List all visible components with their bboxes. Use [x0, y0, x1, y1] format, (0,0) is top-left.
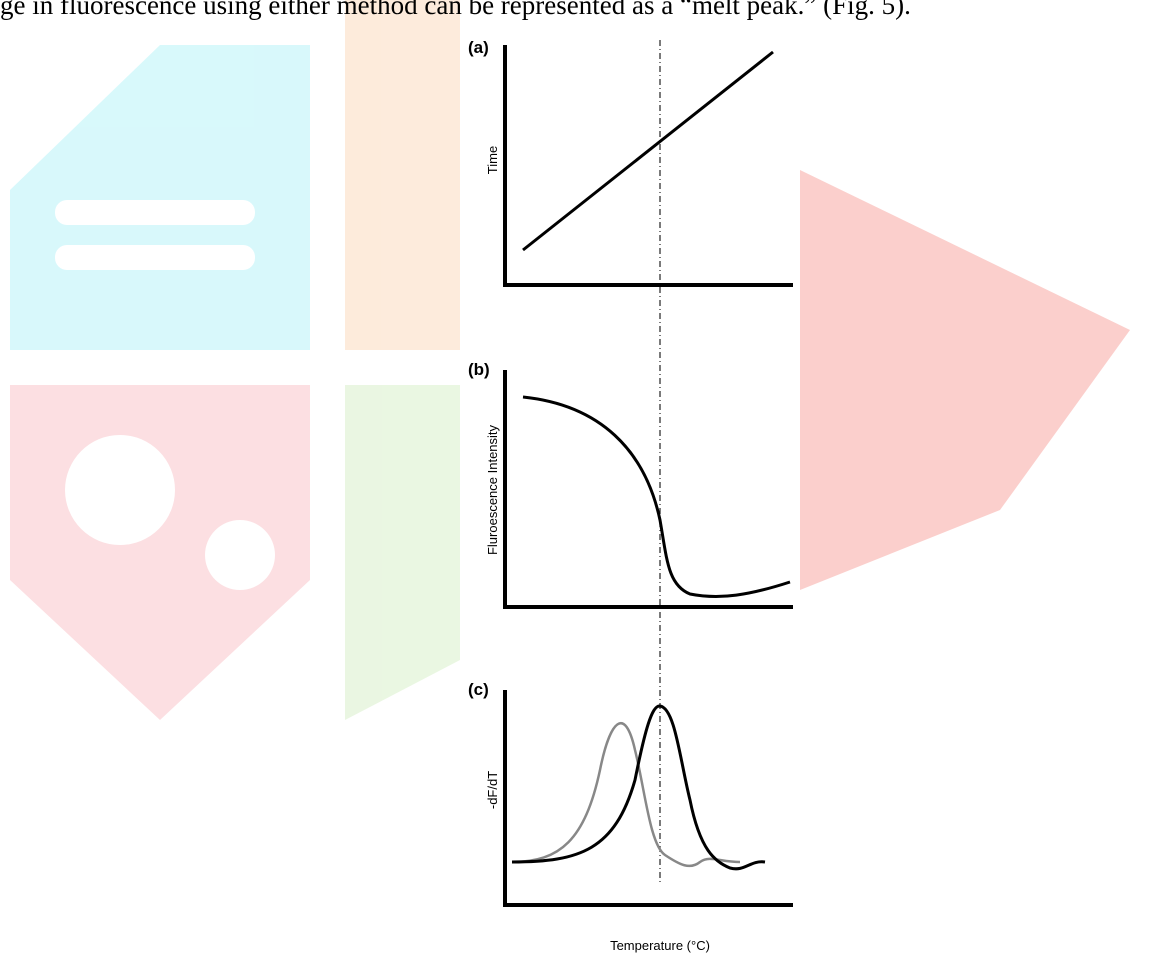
watermark-logo	[10, 0, 1130, 720]
y-axis-label: Fluroescence Intensity	[485, 424, 500, 555]
watermark-shape	[345, 385, 460, 720]
y-axis-label: Time	[485, 146, 500, 174]
panel-a-axes	[505, 45, 793, 285]
axes	[505, 45, 793, 905]
time-line	[523, 52, 773, 250]
watermark-shape	[800, 170, 1130, 590]
watermark-shape	[10, 45, 310, 350]
panel-label: (b)	[468, 360, 490, 379]
page: ge in fluorescence using either method c…	[0, 0, 1171, 970]
melt-peak-black	[512, 706, 765, 869]
x-axis-label: Temperature (°C)	[610, 938, 710, 953]
y-axis-label: -dF/dT	[485, 771, 500, 809]
panel-label: (a)	[468, 38, 489, 57]
watermark-shape	[345, 0, 460, 350]
panel-label: (c)	[468, 680, 489, 699]
body-text: ge in fluorescence using either method c…	[0, 0, 911, 20]
fluorescence-curve	[523, 397, 790, 597]
